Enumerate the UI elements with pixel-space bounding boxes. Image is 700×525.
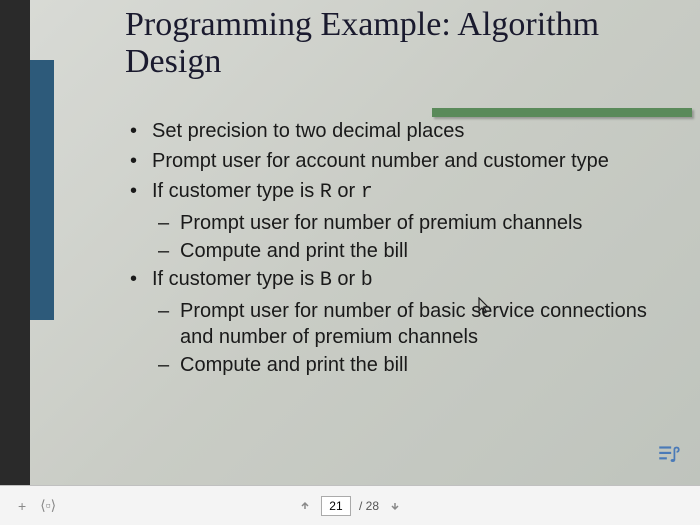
next-page-button[interactable] — [387, 498, 403, 514]
bullet-prefix: If customer type is — [152, 180, 320, 202]
bullet-item: Set precision to two decimal places — [130, 118, 670, 144]
sub-bullet-item: Compute and print the bill — [130, 352, 670, 378]
bullet-item: Prompt user for account number and custo… — [130, 148, 670, 174]
sub-bullet-item: Compute and print the bill — [130, 238, 670, 264]
bullet-code: B — [320, 269, 332, 292]
sub-bullet-item: Prompt user for number of basic service … — [130, 298, 670, 350]
fit-width-icon[interactable]: ⟨▫⟩ — [40, 497, 56, 514]
toolbar-left: + ⟨▫⟩ — [0, 497, 56, 514]
title-underline — [432, 108, 692, 117]
prev-page-button[interactable] — [297, 498, 313, 514]
bullet-item: If customer type is B or b — [130, 266, 670, 294]
add-icon[interactable]: + — [18, 498, 26, 514]
bullet-text: Compute and print the bill — [180, 240, 408, 262]
page-navigator: / 28 — [297, 496, 403, 516]
slide-canvas: Programming Example: Algorithm Design Se… — [30, 0, 700, 485]
sub-bullet-item: Prompt user for number of premium channe… — [130, 210, 670, 236]
bullet-text: Prompt user for number of premium channe… — [180, 212, 582, 234]
slide-left-accent — [30, 60, 54, 320]
bullet-code: b — [361, 269, 373, 292]
bullet-code: R — [320, 181, 332, 204]
bullet-mid: or — [332, 180, 361, 202]
bullet-text: Prompt user for number of basic service … — [180, 300, 647, 348]
bullet-text: Set precision to two decimal places — [152, 120, 464, 142]
bullet-mid: or — [332, 268, 361, 290]
page-number-input[interactable] — [321, 496, 351, 516]
animation-icon — [656, 441, 682, 467]
page-total-label: / 28 — [359, 499, 379, 513]
bullet-text: Prompt user for account number and custo… — [152, 150, 609, 172]
slide-title: Programming Example: Algorithm Design — [125, 6, 670, 81]
bullet-prefix: If customer type is — [152, 268, 320, 290]
bullet-item: If customer type is R or r — [130, 178, 670, 206]
viewer-toolbar: + ⟨▫⟩ / 28 — [0, 485, 700, 525]
slide-body: Set precision to two decimal places Prom… — [130, 118, 670, 380]
bullet-code: r — [361, 181, 373, 204]
bullet-text: Compute and print the bill — [180, 354, 408, 376]
